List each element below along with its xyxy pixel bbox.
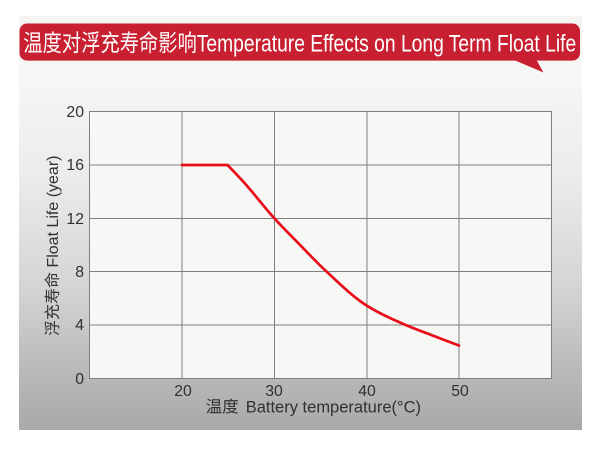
svg-text:Float Life (year): Float Life (year) — [45, 156, 62, 272]
svg-text:Battery temperature(°C): Battery temperature(°C) — [246, 398, 421, 416]
svg-text:Temperature Effects on Long Te: Temperature Effects on Long Term Float L… — [197, 29, 576, 56]
